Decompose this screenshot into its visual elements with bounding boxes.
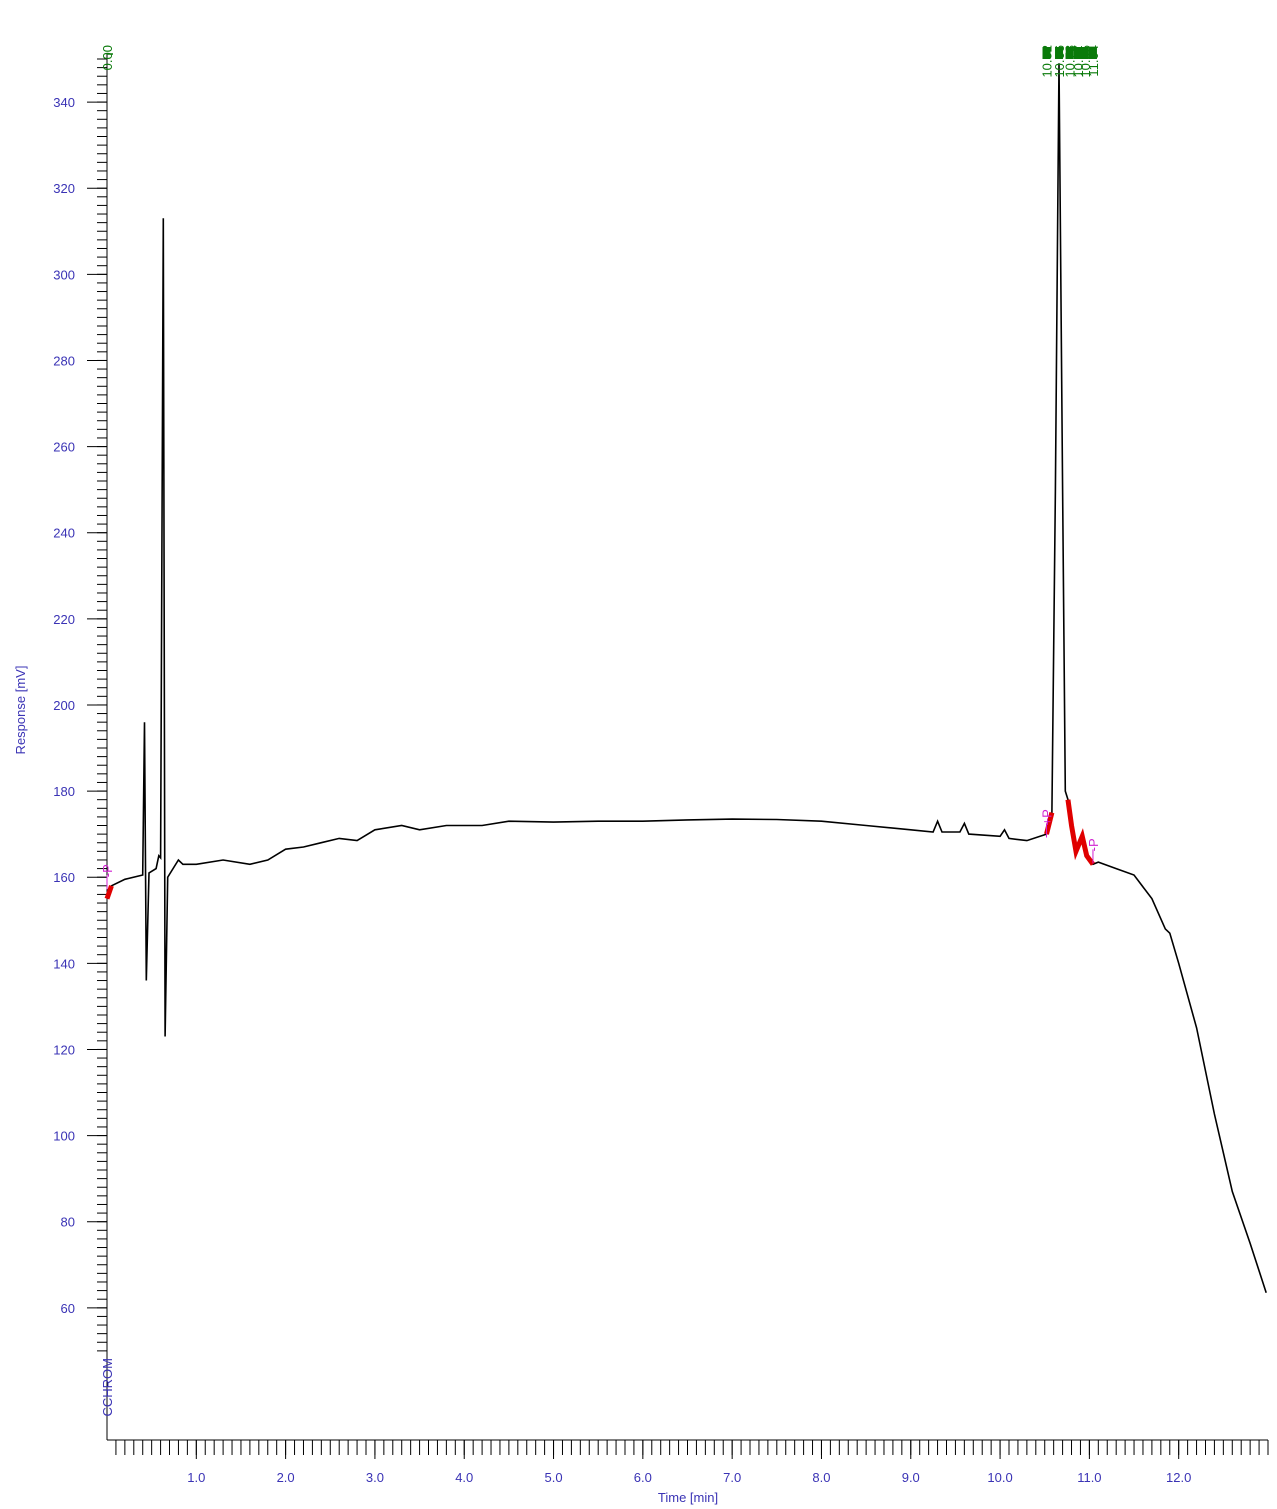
x-tick-label: 4.0 [455,1470,473,1485]
peak-marker [1055,47,1064,59]
integrated-segment [1044,811,1055,835]
y-tick-label: 60 [61,1301,75,1316]
peak-marker [1042,47,1051,59]
peak-marker [1065,47,1074,59]
x-tick-label: 11.0 [1077,1470,1101,1485]
y-tick-label: 100 [53,1129,75,1144]
peak-marker [1073,47,1082,59]
x-tick-label: 12.0 [1166,1470,1191,1485]
x-tick-label: 5.0 [544,1470,562,1485]
x-tick-label: 2.0 [277,1470,295,1485]
y-tick-label: 180 [53,784,75,799]
x-tick-label: 7.0 [723,1470,741,1485]
event-label: -P [1086,838,1101,851]
y-tick-label: 300 [53,267,75,282]
y-tick-label: 160 [53,870,75,885]
y-tick-label: 280 [53,353,75,368]
y-tick-label: 140 [53,956,75,971]
x-tick-label: 3.0 [366,1470,384,1485]
signal-line [106,63,1267,1293]
integrated-segment [1065,799,1095,866]
y-tick-label: 80 [61,1215,75,1230]
peak-marker [1088,47,1097,59]
x-tick-label: 10.0 [987,1470,1012,1485]
y-axis-label: Response [mV] [13,666,28,755]
peak-label: 0.00 [100,45,115,70]
x-tick-label: 6.0 [634,1470,652,1485]
integrated-segment [104,884,114,900]
peak-marker [1080,47,1089,59]
y-tick-label: 220 [53,612,75,627]
y-tick-label: 260 [53,440,75,455]
y-tick-label: 240 [53,526,75,541]
watermark: CCHROM [100,1358,115,1417]
x-axis-label: Time [min] [658,1490,718,1505]
y-tick-label: 340 [53,95,75,110]
y-tick-label: 320 [53,181,75,196]
y-tick-label: 200 [53,698,75,713]
event-label: -P [100,864,115,877]
x-tick-label: 9.0 [902,1470,920,1485]
event-label: +P [1040,809,1055,825]
x-tick-label: 1.0 [187,1470,205,1485]
y-tick-label: 120 [53,1042,75,1057]
x-tick-label: 8.0 [812,1470,830,1485]
